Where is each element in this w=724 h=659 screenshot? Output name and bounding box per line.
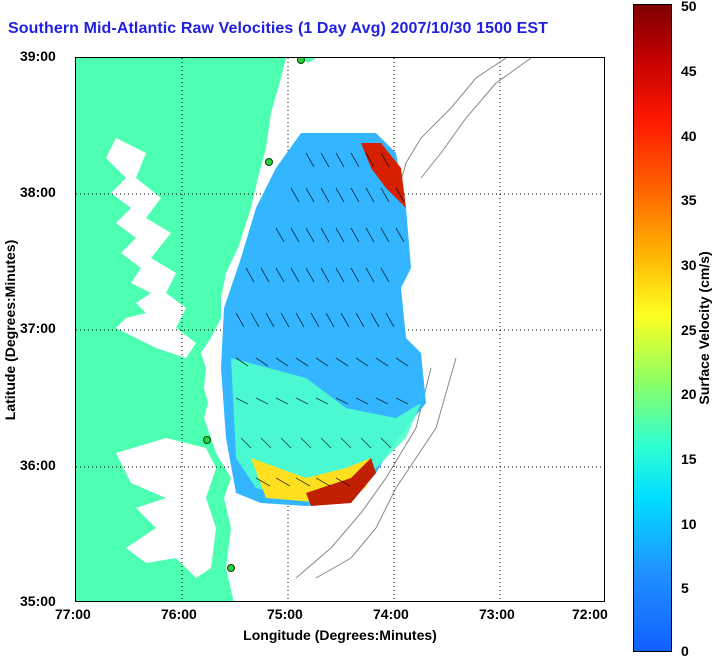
colorbar bbox=[633, 4, 672, 652]
colorbar-label: Surface Velocity (cm/s) bbox=[696, 251, 712, 405]
y-tick-35: 35:00 bbox=[20, 593, 56, 609]
colorbar-tick-50: 50 bbox=[681, 0, 697, 14]
colorbar-tick-40: 40 bbox=[681, 128, 697, 144]
velocity-band-mid bbox=[231, 358, 421, 498]
colorbar-tick-15: 15 bbox=[681, 451, 697, 467]
map-title: Southern Mid-Atlantic Raw Velocities (1 … bbox=[8, 20, 549, 37]
velocity-hot-north bbox=[361, 143, 406, 208]
colorbar-tick-25: 25 bbox=[681, 322, 697, 338]
x-tick-77: 77:00 bbox=[55, 606, 91, 622]
station-marker-hatteras bbox=[227, 564, 235, 572]
station-marker-delmarva bbox=[265, 158, 273, 166]
y-axis-label: Latitude (Degrees:Minutes) bbox=[2, 239, 18, 421]
chesapeake-bay bbox=[106, 138, 196, 358]
y-tick-38: 38:00 bbox=[20, 184, 56, 200]
colorbar-tick-5: 5 bbox=[681, 580, 689, 596]
x-tick-73: 73:00 bbox=[479, 606, 515, 622]
colorbar-tick-10: 10 bbox=[681, 516, 697, 532]
station-marker-north bbox=[297, 58, 305, 64]
x-tick-74: 74:00 bbox=[373, 606, 409, 622]
colorbar-tick-0: 0 bbox=[681, 643, 689, 659]
velocity-hot-south bbox=[306, 458, 376, 506]
colorbar-tick-20: 20 bbox=[681, 386, 697, 402]
y-tick-36: 36:00 bbox=[20, 457, 56, 473]
x-tick-75: 75:00 bbox=[267, 606, 303, 622]
y-tick-39: 39:00 bbox=[20, 48, 56, 64]
colorbar-tick-45: 45 bbox=[681, 63, 697, 79]
map-canvas bbox=[76, 58, 604, 601]
x-axis-label: Longitude (Degrees:Minutes) bbox=[243, 627, 437, 643]
x-tick-72: 72:00 bbox=[572, 606, 608, 622]
colorbar-tick-30: 30 bbox=[681, 257, 697, 273]
pamlico-sound bbox=[116, 438, 216, 578]
station-marker-outer-banks bbox=[203, 436, 211, 444]
x-tick-76: 76:00 bbox=[161, 606, 197, 622]
colorbar-tick-35: 35 bbox=[681, 192, 697, 208]
y-tick-37: 37:00 bbox=[20, 320, 56, 336]
velocity-map[interactable] bbox=[75, 57, 605, 602]
